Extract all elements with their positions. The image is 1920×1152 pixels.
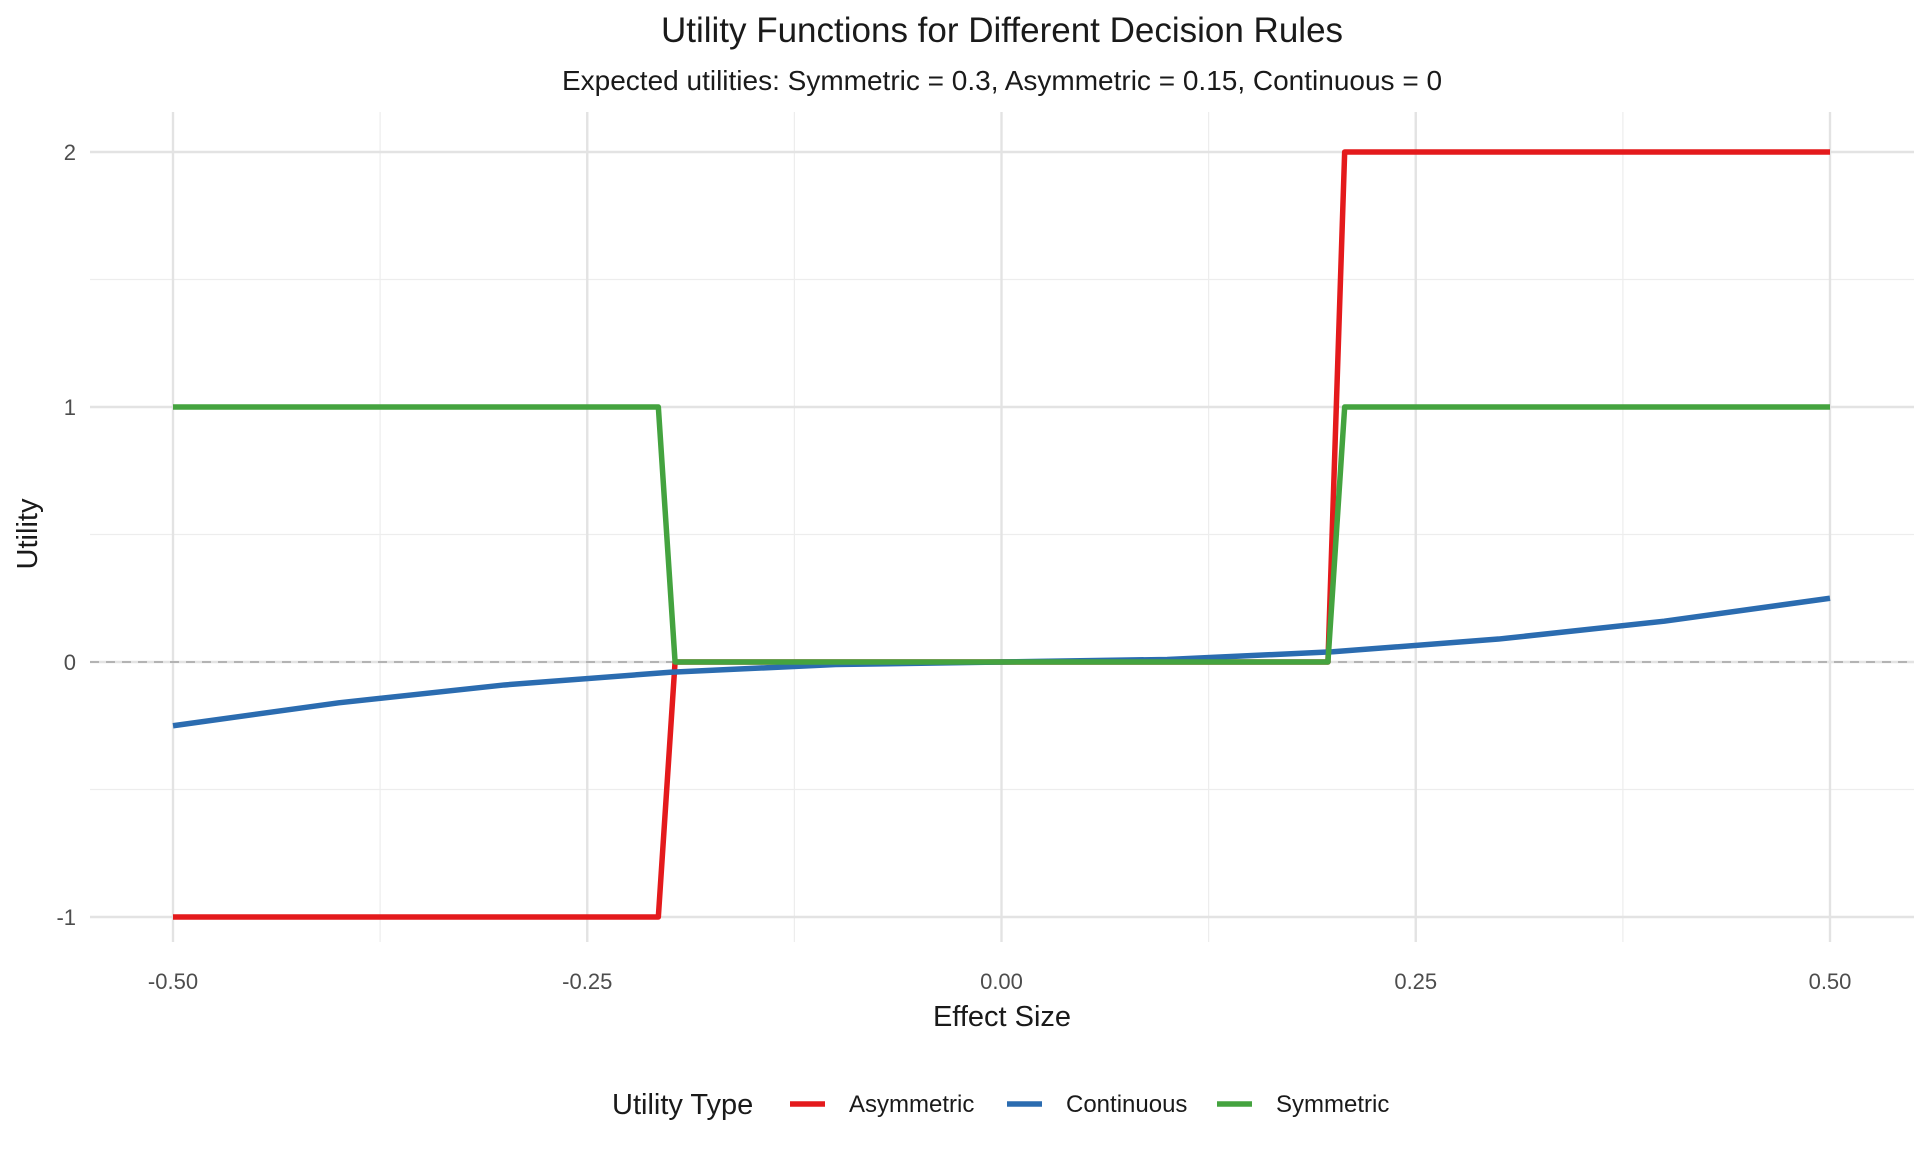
y-tick-label: -1 — [56, 905, 76, 930]
x-tick-label: 0.00 — [980, 969, 1023, 994]
y-axis-title: Utility — [12, 498, 44, 569]
x-tick-label: 0.25 — [1394, 969, 1437, 994]
legend-label-asymmetric: Asymmetric — [849, 1091, 974, 1118]
y-axis-ticks: -1 0 1 2 — [56, 140, 76, 930]
x-tick-label: -0.50 — [148, 969, 198, 994]
series-lines — [172, 149, 1831, 920]
legend-items: Asymmetric Continuous Symmetric — [790, 1091, 1389, 1118]
chart-subtitle: Expected utilities: Symmetric = 0.3, Asy… — [562, 65, 1442, 96]
x-axis-title: Effect Size — [933, 1001, 1071, 1033]
series-line-symmetric — [173, 404, 1830, 665]
y-tick-label: 1 — [64, 395, 76, 420]
x-tick-label: -0.25 — [562, 969, 612, 994]
legend-label-symmetric: Symmetric — [1276, 1091, 1389, 1118]
y-tick-label: 2 — [64, 140, 76, 165]
legend-label-continuous: Continuous — [1066, 1091, 1187, 1118]
legend-title: Utility Type — [612, 1089, 753, 1121]
major-gridlines — [90, 112, 1914, 942]
x-axis-ticks: -0.50 -0.25 0.00 0.25 0.50 — [148, 969, 1851, 994]
chart-title: Utility Functions for Different Decision… — [661, 11, 1343, 50]
legend: Utility Type Asymmetric Continuous Symmetr… — [612, 1089, 1389, 1121]
y-tick-label: 0 — [64, 650, 76, 675]
x-tick-label: 0.50 — [1809, 969, 1852, 994]
